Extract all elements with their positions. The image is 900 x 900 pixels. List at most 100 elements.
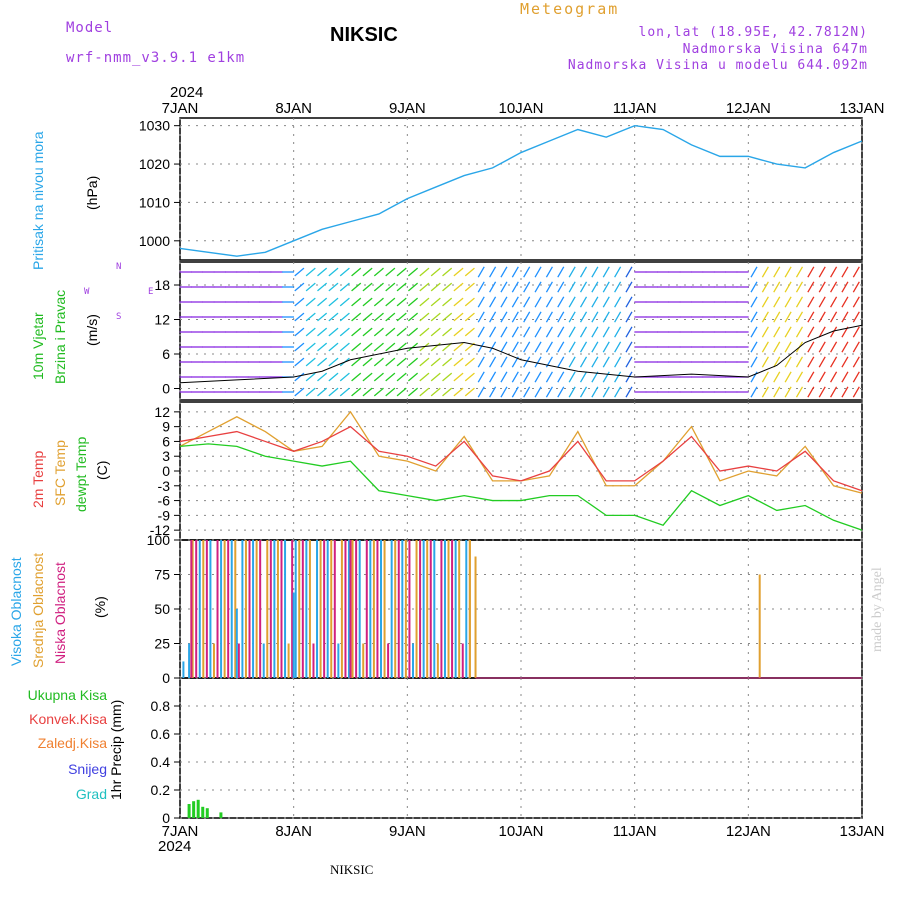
wind-barb bbox=[305, 297, 316, 307]
wind-barb bbox=[614, 326, 622, 338]
y-tick-label: -6 bbox=[158, 493, 171, 509]
wind-barb bbox=[523, 266, 531, 278]
meteogram-title: Meteogram bbox=[520, 0, 620, 18]
wind-barb bbox=[784, 296, 792, 308]
wind-barb bbox=[373, 372, 384, 382]
wind-barb bbox=[339, 282, 350, 292]
wind-barb bbox=[625, 341, 633, 353]
wind-barb bbox=[614, 266, 622, 278]
wind-barb bbox=[773, 281, 781, 293]
wind-barb bbox=[534, 371, 542, 383]
wind-barb bbox=[430, 372, 441, 382]
wind-barb bbox=[328, 267, 339, 277]
wind-barb bbox=[362, 327, 373, 337]
wind-barb bbox=[511, 281, 519, 293]
wind-barb bbox=[591, 266, 599, 278]
wind-barb bbox=[464, 282, 475, 292]
model-altitude-label: Nadmorska Visina u modelu 644.092m bbox=[567, 58, 868, 73]
y-tick-label: -12 bbox=[150, 522, 170, 538]
wind-barb bbox=[385, 342, 396, 352]
wind-barb bbox=[841, 281, 849, 293]
wind-barb bbox=[818, 386, 826, 398]
wind-barb bbox=[818, 311, 826, 323]
wind-barb bbox=[430, 342, 441, 352]
wind-barb bbox=[396, 267, 407, 277]
wind-barb bbox=[396, 327, 407, 337]
wind-barb bbox=[614, 356, 622, 368]
wind-barb bbox=[761, 296, 769, 308]
wind-barb bbox=[408, 282, 419, 292]
y-tick-label: 0.4 bbox=[151, 754, 171, 770]
legend-snijeg: Snijeg bbox=[68, 761, 107, 777]
wind-barb bbox=[362, 312, 373, 322]
y-tick-label: 0 bbox=[162, 810, 170, 826]
date-tick-top: 8JAN bbox=[275, 100, 312, 117]
legend-zaledj: Zaledj.Kisa bbox=[37, 735, 107, 751]
wind-barb bbox=[328, 282, 339, 292]
wind-barb bbox=[852, 311, 860, 323]
wind-barb bbox=[534, 311, 542, 323]
y-tick-label: 0 bbox=[162, 463, 170, 479]
wind-barb bbox=[761, 311, 769, 323]
wind-barb bbox=[591, 311, 599, 323]
wind-barb bbox=[489, 326, 497, 338]
wind-barb bbox=[579, 371, 588, 383]
wind-barb bbox=[545, 266, 553, 278]
wind-barb bbox=[442, 282, 453, 292]
date-tick-top: 11JAN bbox=[613, 100, 657, 117]
wind-barb bbox=[419, 327, 430, 337]
wind-barb bbox=[579, 296, 588, 308]
wind-barb bbox=[557, 386, 565, 398]
y-tick-label: 1010 bbox=[139, 194, 170, 210]
date-tick-top: 10JAN bbox=[498, 100, 543, 117]
wind-barb bbox=[442, 312, 453, 322]
wind-barb bbox=[294, 267, 305, 277]
year-bottom: 2024 bbox=[158, 838, 192, 855]
wind-barb bbox=[602, 266, 610, 278]
wind-barb bbox=[477, 281, 485, 293]
wind-barb bbox=[761, 341, 769, 353]
wind-barb bbox=[453, 297, 464, 307]
wind-barb bbox=[339, 327, 350, 337]
wind-barb bbox=[557, 311, 565, 323]
wind-barb bbox=[602, 341, 610, 353]
wind-barb bbox=[807, 356, 815, 368]
wind-barb bbox=[614, 341, 622, 353]
wind-barb bbox=[818, 341, 826, 353]
wind-barb bbox=[591, 326, 599, 338]
wind-barb bbox=[396, 372, 407, 382]
wind-barb bbox=[305, 342, 316, 352]
wind-barb bbox=[464, 372, 475, 382]
wind-barb bbox=[511, 386, 519, 398]
wind-barb bbox=[362, 342, 373, 352]
wind-barb bbox=[807, 296, 815, 308]
temp-ylabel-2: SFC Temp bbox=[52, 440, 68, 506]
y-tick-label: 18 bbox=[154, 277, 170, 293]
compass-n: N bbox=[116, 262, 123, 272]
wind-barb bbox=[773, 266, 781, 278]
wind-barb bbox=[294, 297, 305, 307]
wind-barb bbox=[852, 386, 860, 398]
wind-barb bbox=[351, 387, 362, 397]
wind-barb bbox=[385, 267, 396, 277]
wind-barb bbox=[362, 267, 373, 277]
wind-barb bbox=[408, 342, 419, 352]
date-tick-top: 12JAN bbox=[726, 100, 771, 117]
wind-barb bbox=[373, 282, 384, 292]
panel-frame bbox=[179, 401, 863, 541]
precip-bar bbox=[201, 806, 205, 818]
wind-barb bbox=[477, 296, 485, 308]
wind-barb bbox=[614, 371, 622, 383]
wind-barb bbox=[568, 386, 576, 398]
wind-barb bbox=[852, 296, 860, 308]
wind-barb bbox=[534, 356, 542, 368]
wind-barb bbox=[818, 296, 826, 308]
wind-barb bbox=[625, 356, 633, 368]
wind-barb bbox=[579, 281, 588, 293]
y-tick-label: -9 bbox=[158, 507, 171, 523]
wind-barb bbox=[545, 371, 553, 383]
wind-barb bbox=[419, 357, 430, 367]
wind-barb bbox=[385, 327, 396, 337]
wind-barb bbox=[294, 372, 305, 382]
wind-barb bbox=[625, 386, 633, 398]
